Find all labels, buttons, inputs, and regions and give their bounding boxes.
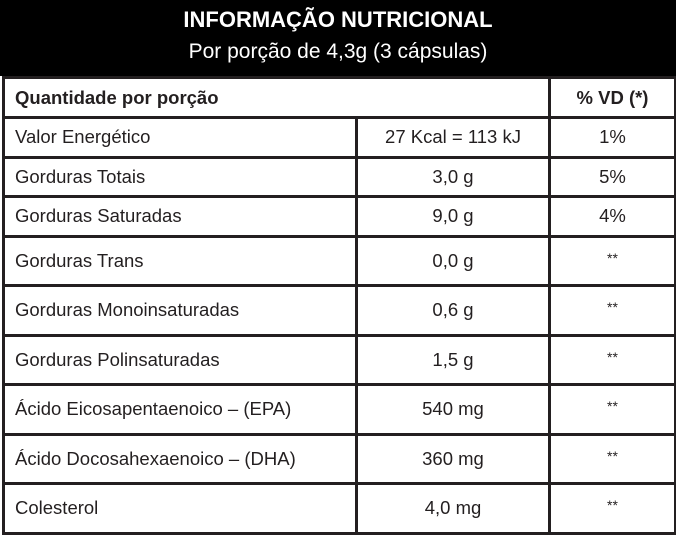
nutrient-daily-value: ** — [548, 482, 676, 535]
nutrient-amount: 27 Kcal = 113 kJ — [355, 116, 551, 159]
nutrient-daily-value: ** — [548, 284, 676, 337]
nutrient-amount: 1,5 g — [355, 333, 551, 386]
table-header-row: Quantidade por porção % VD (*) — [2, 76, 676, 119]
nutrient-daily-value: ** — [548, 333, 676, 386]
nutrient-name: Gorduras Totais — [2, 155, 358, 198]
quantity-per-serving-header: Quantidade por porção — [2, 76, 551, 119]
daily-value-header: % VD (*) — [548, 76, 676, 119]
nutrient-daily-value: 1% — [548, 116, 676, 159]
nutrient-name: Gorduras Monoinsaturadas — [2, 284, 358, 337]
nutrient-name: Valor Energético — [2, 116, 358, 159]
table-row: Valor Energético 27 Kcal = 113 kJ 1% — [2, 116, 676, 159]
serving-size: Por porção de 4,3g (3 cápsulas) — [188, 40, 488, 63]
nutrient-amount: 540 mg — [355, 383, 551, 436]
nutrient-daily-value: 4% — [548, 195, 676, 238]
nutrient-amount: 0,0 g — [355, 234, 551, 287]
table-row: Ácido Docosahexaenoico – (DHA) 360 mg ** — [2, 432, 676, 485]
title-block: INFORMAÇÃO NUTRICIONAL Por porção de 4,3… — [0, 0, 676, 76]
nutrient-daily-value: ** — [548, 234, 676, 287]
table-row: Gorduras Monoinsaturadas 0,6 g ** — [2, 284, 676, 337]
table-row: Colesterol 4,0 mg ** — [2, 482, 676, 535]
nutrient-name: Ácido Eicosapentaenoico – (EPA) — [2, 383, 358, 436]
table-row: Gorduras Polinsaturadas 1,5 g ** — [2, 333, 676, 386]
nutrient-name: Ácido Docosahexaenoico – (DHA) — [2, 432, 358, 485]
nutrient-daily-value: ** — [548, 383, 676, 436]
nutrient-amount: 4,0 mg — [355, 482, 551, 535]
nutrient-amount: 0,6 g — [355, 284, 551, 337]
nutrient-amount: 3,0 g — [355, 155, 551, 198]
nutrient-daily-value: 5% — [548, 155, 676, 198]
nutrient-name: Gorduras Trans — [2, 234, 358, 287]
label-title: INFORMAÇÃO NUTRICIONAL — [183, 7, 493, 32]
table-row: Gorduras Trans 0,0 g ** — [2, 234, 676, 287]
nutrient-name: Gorduras Saturadas — [2, 195, 358, 238]
table-row: Gorduras Saturadas 9,0 g 4% — [2, 195, 676, 238]
table-row: Gorduras Totais 3,0 g 5% — [2, 155, 676, 198]
nutrient-amount: 9,0 g — [355, 195, 551, 238]
table-row: Ácido Eicosapentaenoico – (EPA) 540 mg *… — [2, 383, 676, 436]
nutrient-amount: 360 mg — [355, 432, 551, 485]
nutrient-name: Colesterol — [2, 482, 358, 535]
nutrient-name: Gorduras Polinsaturadas — [2, 333, 358, 386]
nutrition-table: Quantidade por porção % VD (*) Valor Ene… — [2, 76, 676, 535]
nutrient-daily-value: ** — [548, 432, 676, 485]
